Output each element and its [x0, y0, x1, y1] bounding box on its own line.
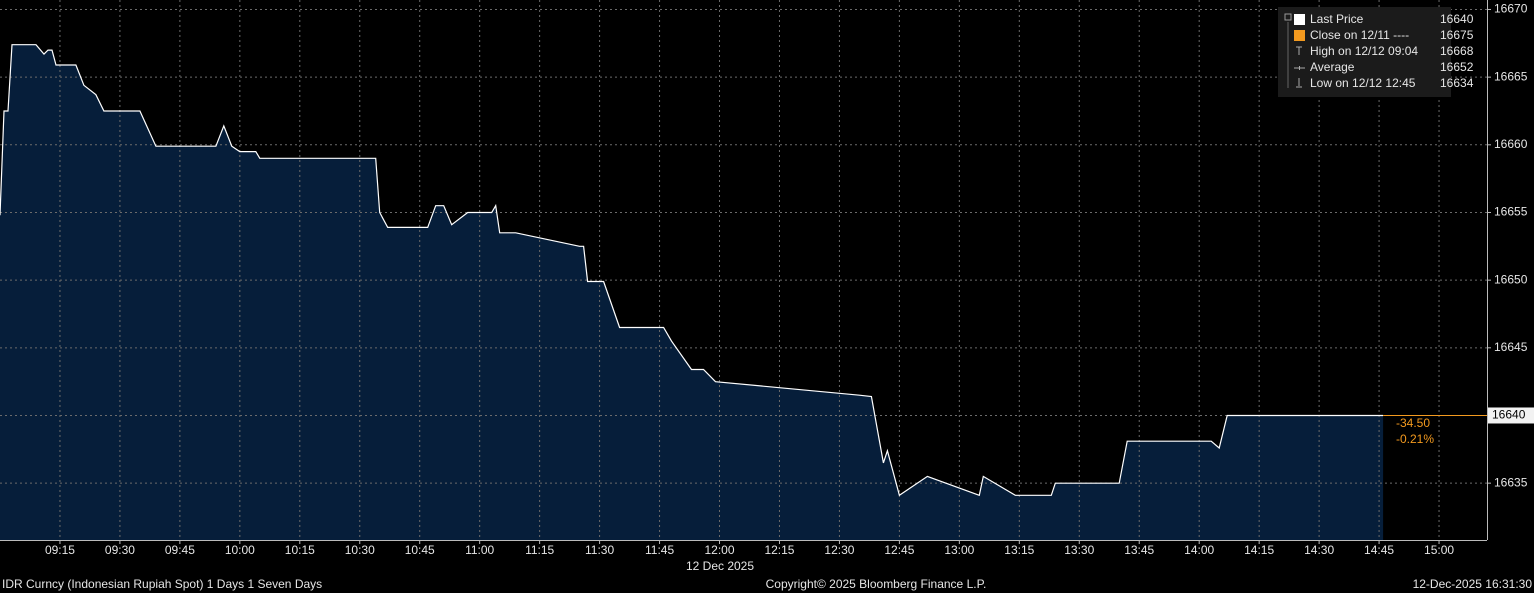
legend-label: High on 12/12 09:04: [1310, 44, 1418, 58]
last-price-label: 16640: [1492, 408, 1526, 422]
x-tick-label: 09:15: [45, 543, 75, 557]
x-tick-label: 12:30: [824, 543, 854, 557]
legend: [1278, 7, 1451, 97]
y-tick-label: 16655: [1494, 205, 1528, 219]
legend-toggle[interactable]: [1284, 13, 1292, 21]
x-tick-label: 11:15: [525, 543, 554, 557]
footer-right: 12-Dec-2025 16:31:30: [1413, 577, 1533, 591]
legend-icon: [1294, 14, 1305, 25]
change-pct-label: -0.21%: [1396, 432, 1434, 446]
x-tick-label: 12:15: [764, 543, 794, 557]
change-label: -34.50: [1396, 416, 1430, 430]
y-tick-label: 16635: [1494, 475, 1528, 489]
legend-value: 16640: [1440, 12, 1474, 26]
x-tick-label: 14:30: [1304, 543, 1334, 557]
x-tick-label: 09:45: [165, 543, 195, 557]
y-tick-label: 16650: [1494, 272, 1528, 286]
x-tick-label: 10:00: [225, 543, 255, 557]
x-tick-label: 14:15: [1244, 543, 1274, 557]
legend-label: Low on 12/12 12:45: [1310, 76, 1416, 90]
x-tick-label: 11:30: [585, 543, 614, 557]
legend-icon: [1294, 66, 1305, 70]
legend-icon: [1296, 46, 1302, 55]
x-tick-label: 11:45: [645, 543, 674, 557]
x-tick-label: 09:30: [105, 543, 135, 557]
y-tick-label: 16645: [1494, 340, 1528, 354]
price-line: [0, 44, 1384, 497]
x-tick-label: 10:15: [285, 543, 315, 557]
legend-label: Last Price: [1310, 12, 1364, 26]
legend-value: 16668: [1440, 44, 1474, 58]
footer-left: IDR Curncy (Indonesian Rupiah Spot) 1 Da…: [2, 577, 322, 591]
footer-center: Copyright© 2025 Bloomberg Finance L.P.: [766, 577, 987, 591]
legend-value: 16675: [1440, 28, 1474, 42]
x-tick-label: 10:45: [405, 543, 435, 557]
y-tick-label: 16660: [1494, 137, 1528, 151]
area: [0, 44, 1384, 540]
legend-box: [1278, 7, 1451, 97]
x-tick-label: 11:00: [465, 543, 494, 557]
legend-label: Average: [1310, 60, 1355, 74]
legend-icon: [1296, 78, 1302, 88]
last-price-tag: [1488, 407, 1534, 424]
x-tick-label: 14:45: [1364, 543, 1394, 557]
plot-area: [0, 0, 1487, 540]
x-tick-label: 13:15: [1004, 543, 1034, 557]
footer-bar: [0, 576, 1534, 593]
legend-label: Close on 12/11 ----: [1310, 28, 1409, 42]
legend-value: 16634: [1440, 76, 1474, 90]
x-tick-label: 13:00: [944, 543, 974, 557]
legend-icon: [1294, 30, 1305, 41]
x-tick-label: 15:00: [1424, 543, 1454, 557]
x-tick-label: 14:00: [1184, 543, 1214, 557]
x-tick-label: 10:30: [345, 543, 375, 557]
y-tick-label: 16670: [1494, 2, 1528, 16]
x-tick-label: 12:00: [705, 543, 735, 557]
x-tick-label: 13:30: [1064, 543, 1094, 557]
x-tick-label: 13:45: [1124, 543, 1154, 557]
legend-value: 16652: [1440, 60, 1474, 74]
y-tick-label: 16665: [1494, 69, 1528, 83]
x-date-label: 12 Dec 2025: [686, 559, 754, 573]
x-tick-label: 12:45: [884, 543, 914, 557]
